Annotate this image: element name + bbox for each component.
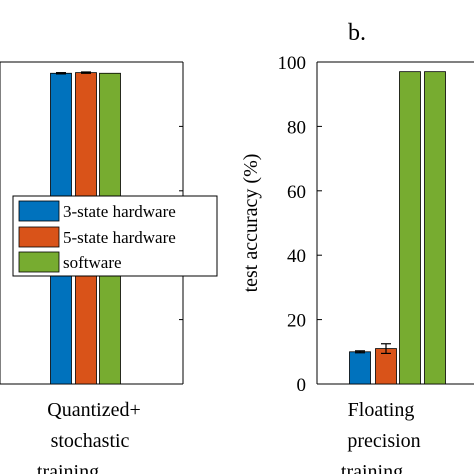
bars-group [349, 71, 446, 385]
x-tick-label: Quantized+ stochastic training [37, 399, 141, 474]
y-tick-label-80: 80 [287, 117, 306, 138]
x-tick-label: Floating precision training [341, 399, 421, 474]
legend-swatch-3-state [18, 200, 60, 222]
y-tick-label-0: 0 [297, 375, 307, 396]
x-tick-label-line-2: stochastic [51, 430, 130, 452]
legend-swatch-software [18, 251, 60, 273]
legend-label-5-state: 5-state hardware [63, 228, 176, 247]
x-tick-label-line-3: training [341, 461, 403, 474]
legend: 3-state hardware 5-state hardware softwa… [12, 195, 218, 277]
y-tick-label-20: 20 [287, 311, 306, 332]
x-tick-label-line-1: Quantized+ [47, 399, 140, 421]
y-tick-label-40: 40 [287, 246, 306, 267]
bar-software-2 [399, 71, 421, 385]
y-axis-label: test accuracy (%) [240, 154, 262, 293]
legend-label-software: software [63, 253, 122, 272]
x-tick-label-line-1: Floating [348, 399, 415, 421]
legend-swatch-5-state [18, 226, 60, 248]
chart-panel-b: b. 0 20 40 60 80 100 test accuracy (%) Floati… [240, 20, 474, 474]
y-tick-label-60: 60 [287, 182, 306, 203]
x-tick-label-line-3: training [37, 461, 99, 474]
bar-software-3 [424, 71, 446, 385]
bar-3-state-hardware-0 [349, 351, 371, 385]
chart-panel-a: Quantized+ stochastic training 3-state h… [0, 61, 218, 474]
panel-label: b. [348, 20, 366, 46]
legend-label-3-state: 3-state hardware [63, 202, 176, 221]
y-tick-label-100: 100 [278, 53, 307, 74]
x-tick-label-line-2: precision [347, 430, 420, 452]
y-ticks: 0 20 40 60 80 100 [278, 53, 322, 396]
